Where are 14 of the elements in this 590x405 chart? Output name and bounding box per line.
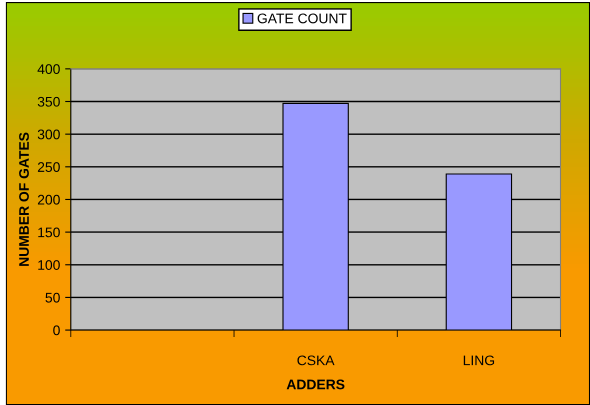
y-tick-label: 400 xyxy=(38,64,60,74)
y-tick-label: 350 xyxy=(38,96,60,107)
y-tick-label: 150 xyxy=(38,227,60,238)
y-tick-label: 200 xyxy=(38,194,60,205)
y-tick-label: 300 xyxy=(38,129,60,140)
y-axis-title: NUMBER OF GATES xyxy=(19,132,29,266)
x-tick-label: LING xyxy=(464,355,494,366)
y-tick-label: 250 xyxy=(38,162,60,172)
legend-label: GATE COUNT xyxy=(258,14,347,24)
x-axis-title: ADDERS xyxy=(286,380,344,390)
y-tick-label: 0 xyxy=(53,325,60,336)
y-tick-label: 100 xyxy=(38,260,60,270)
y-tick-label: 50 xyxy=(45,292,60,303)
x-tick-label: CSKA xyxy=(297,355,335,366)
